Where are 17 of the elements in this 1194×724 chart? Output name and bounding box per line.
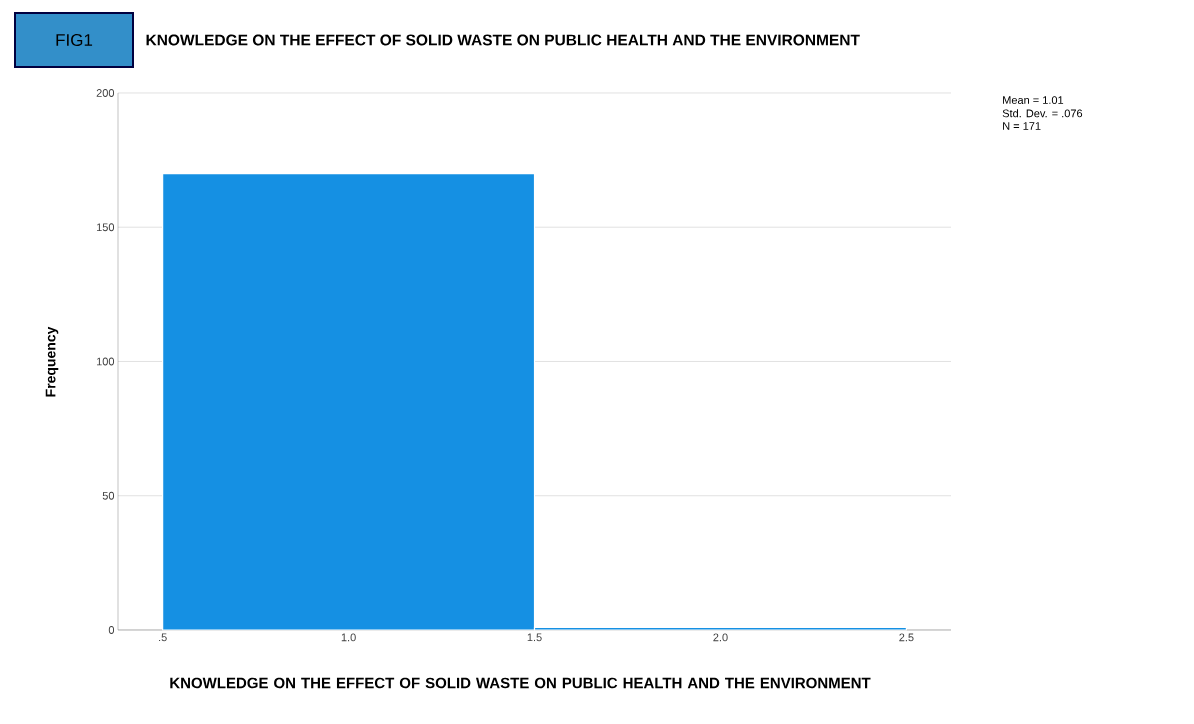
x-axis-title: KNOWLEDGE ON THE EFFECT OF SOLID WASTE ON PUBLIC HEALTH AND THE ENVIRONMENT [170, 677, 871, 689]
y-tick-label: 200 [96, 89, 115, 97]
x-tick-label: 1.5 [527, 633, 542, 642]
x-tick-label: .5 [159, 633, 167, 642]
x-tick-label: 2.0 [713, 633, 728, 642]
x-tick-label: 1.0 [341, 633, 356, 642]
y-tick-label: 100 [96, 357, 115, 366]
y-tick-label: 150 [96, 223, 115, 232]
caption: FIG1 [56, 33, 93, 47]
y-tick-label: 50 [102, 491, 115, 500]
text: N = 171 [1003, 122, 1041, 130]
y-tick-label: 0 [108, 626, 115, 634]
text: Std. Dev. = .076 [1002, 109, 1083, 118]
x-tick-label: 2.5 [899, 633, 914, 642]
chart-title: KNOWLEDGE ON THE EFFECT OF SOLID WASTE ON PUBLIC HEALTH AND THE ENVIRONMENT [146, 34, 860, 46]
text: Mean = 1.01 [1003, 96, 1064, 104]
y-axis-title: Frequency [45, 326, 59, 397]
